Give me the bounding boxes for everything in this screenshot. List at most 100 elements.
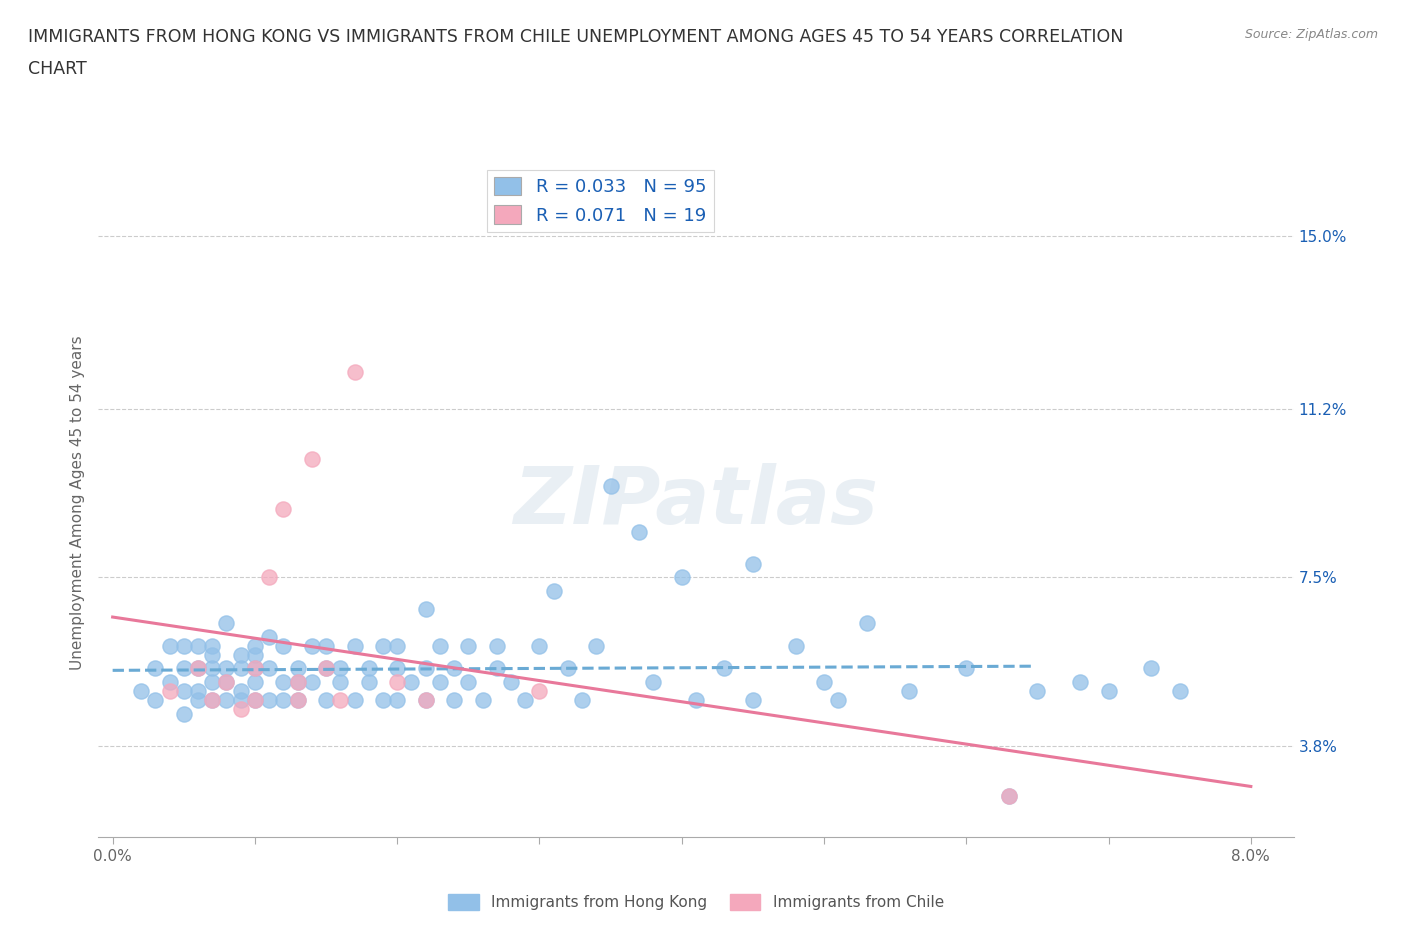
Point <box>543 584 565 599</box>
Point <box>129 684 152 698</box>
Point <box>159 638 181 653</box>
Point <box>315 661 337 676</box>
Point <box>229 702 252 717</box>
Point <box>187 684 209 698</box>
Point <box>301 638 323 653</box>
Point <box>1069 674 1091 689</box>
Point <box>201 661 224 676</box>
Point <box>287 661 309 676</box>
Point <box>229 661 252 676</box>
Point <box>243 647 266 662</box>
Point <box>685 693 707 708</box>
Point <box>1168 684 1191 698</box>
Point <box>315 661 337 676</box>
Point <box>343 365 366 379</box>
Point <box>257 693 280 708</box>
Point <box>201 693 224 708</box>
Point <box>998 789 1021 804</box>
Point <box>457 638 479 653</box>
Point <box>243 661 266 676</box>
Point <box>557 661 579 676</box>
Point <box>143 693 166 708</box>
Point <box>215 616 238 631</box>
Point <box>955 661 977 676</box>
Point <box>201 674 224 689</box>
Point <box>1140 661 1163 676</box>
Point <box>187 661 209 676</box>
Point <box>599 479 621 494</box>
Point <box>215 693 238 708</box>
Point <box>998 789 1021 804</box>
Point <box>257 629 280 644</box>
Point <box>485 638 508 653</box>
Point <box>741 556 763 571</box>
Text: ZIPatlas: ZIPatlas <box>513 463 879 541</box>
Text: Source: ZipAtlas.com: Source: ZipAtlas.com <box>1244 28 1378 41</box>
Point <box>827 693 849 708</box>
Point <box>1026 684 1049 698</box>
Point <box>215 661 238 676</box>
Point <box>471 693 494 708</box>
Point <box>215 674 238 689</box>
Text: CHART: CHART <box>28 60 87 78</box>
Point <box>385 693 409 708</box>
Point <box>415 693 437 708</box>
Point <box>329 674 352 689</box>
Point <box>273 693 295 708</box>
Point <box>301 451 323 466</box>
Point <box>243 674 266 689</box>
Point <box>187 661 209 676</box>
Point <box>273 674 295 689</box>
Point <box>385 638 409 653</box>
Point <box>529 638 551 653</box>
Point <box>215 674 238 689</box>
Point <box>273 501 295 516</box>
Point <box>301 674 323 689</box>
Point <box>443 661 465 676</box>
Point <box>529 684 551 698</box>
Point <box>371 693 394 708</box>
Point <box>287 674 309 689</box>
Point <box>315 693 337 708</box>
Point <box>415 693 437 708</box>
Point <box>229 647 252 662</box>
Y-axis label: Unemployment Among Ages 45 to 54 years: Unemployment Among Ages 45 to 54 years <box>69 335 84 670</box>
Point <box>201 693 224 708</box>
Point <box>515 693 537 708</box>
Point <box>343 693 366 708</box>
Point <box>159 684 181 698</box>
Point <box>499 674 522 689</box>
Point <box>187 693 209 708</box>
Point <box>329 693 352 708</box>
Point <box>357 674 380 689</box>
Point <box>201 638 224 653</box>
Point <box>287 693 309 708</box>
Point <box>243 693 266 708</box>
Point <box>173 684 195 698</box>
Point <box>273 638 295 653</box>
Point <box>671 570 693 585</box>
Point <box>229 684 252 698</box>
Point <box>443 693 465 708</box>
Point <box>571 693 593 708</box>
Point <box>357 661 380 676</box>
Point <box>343 638 366 653</box>
Point <box>329 661 352 676</box>
Point <box>287 693 309 708</box>
Point <box>201 647 224 662</box>
Point <box>429 674 451 689</box>
Point <box>713 661 735 676</box>
Point <box>628 525 651 539</box>
Point <box>785 638 807 653</box>
Point <box>243 661 266 676</box>
Text: IMMIGRANTS FROM HONG KONG VS IMMIGRANTS FROM CHILE UNEMPLOYMENT AMONG AGES 45 TO: IMMIGRANTS FROM HONG KONG VS IMMIGRANTS … <box>28 28 1123 46</box>
Point <box>257 570 280 585</box>
Point <box>159 674 181 689</box>
Point <box>401 674 423 689</box>
Point <box>257 661 280 676</box>
Point <box>243 638 266 653</box>
Point <box>415 602 437 617</box>
Point <box>315 638 337 653</box>
Legend: Immigrants from Hong Kong, Immigrants from Chile: Immigrants from Hong Kong, Immigrants fr… <box>441 888 950 916</box>
Point <box>143 661 166 676</box>
